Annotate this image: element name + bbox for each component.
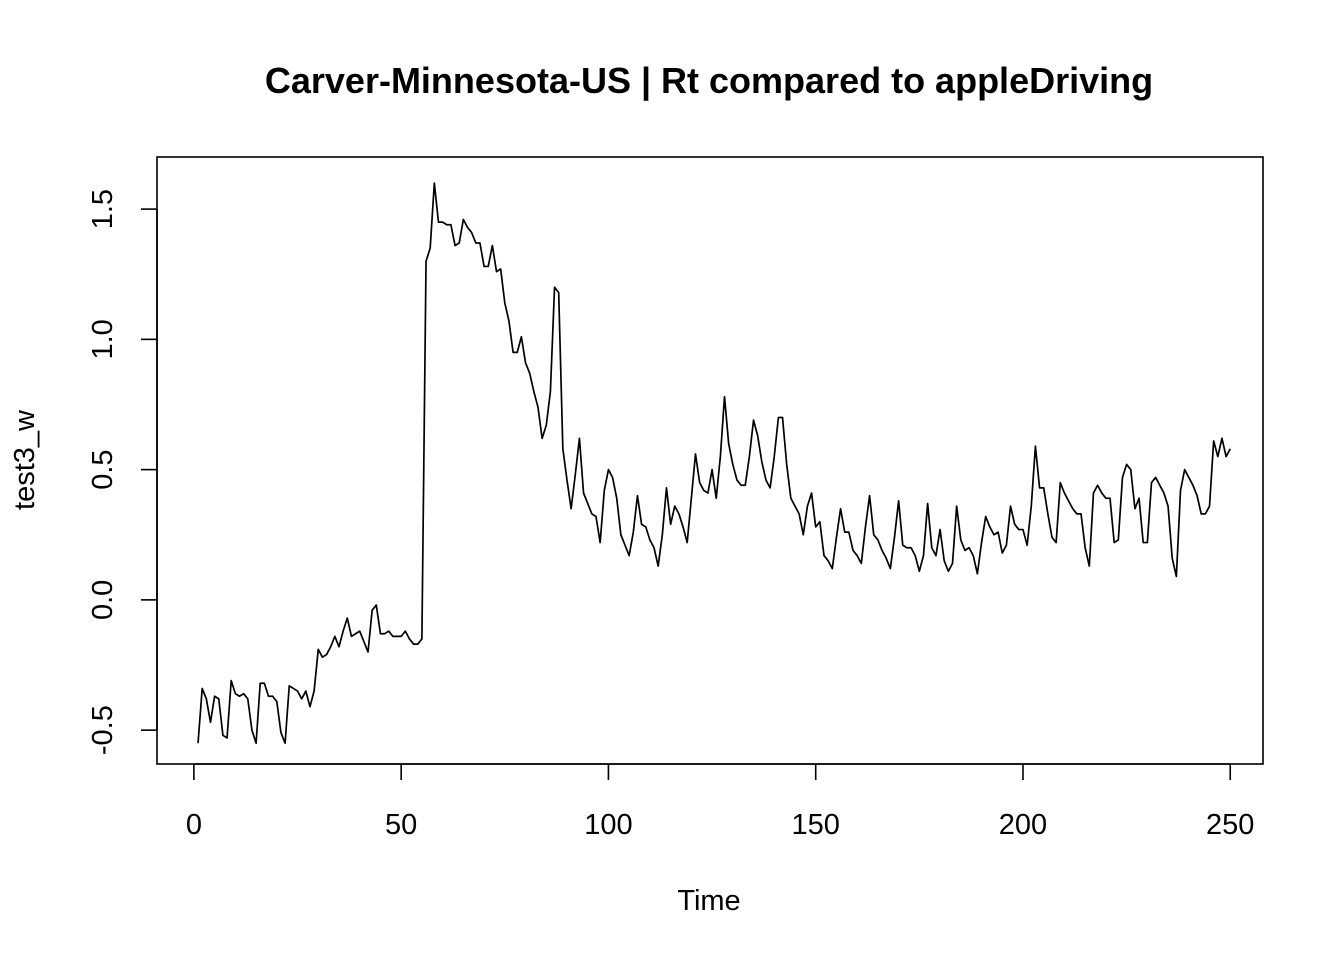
y-tick-label: -0.5 (87, 705, 119, 755)
plot-frame (156, 156, 1264, 765)
x-tick-label: 250 (1206, 809, 1254, 841)
y-tick-label: 0.0 (87, 580, 119, 620)
series-layer (197, 182, 1232, 745)
y-axis: -0.5 0.0 0.5 1.0 1.5 (87, 189, 158, 755)
chart-title: Carver-Minnesota-US | Rt compared to app… (265, 60, 1153, 102)
x-tick-label: 50 (385, 809, 417, 841)
x-axis: 0 50 100 150 200 250 (186, 763, 1254, 841)
y-tick-label: 1.5 (87, 189, 119, 229)
y-axis-label: test3_w (9, 409, 41, 510)
y-tick-label: 0.5 (87, 449, 119, 489)
series-line-0 (197, 182, 1232, 745)
x-tick-label: 200 (999, 809, 1047, 841)
x-axis-label: Time (677, 885, 740, 917)
y-tick-label: 1.0 (87, 319, 119, 359)
x-tick-label: 100 (584, 809, 632, 841)
x-tick-label: 150 (792, 809, 840, 841)
x-tick-label: 0 (186, 809, 202, 841)
